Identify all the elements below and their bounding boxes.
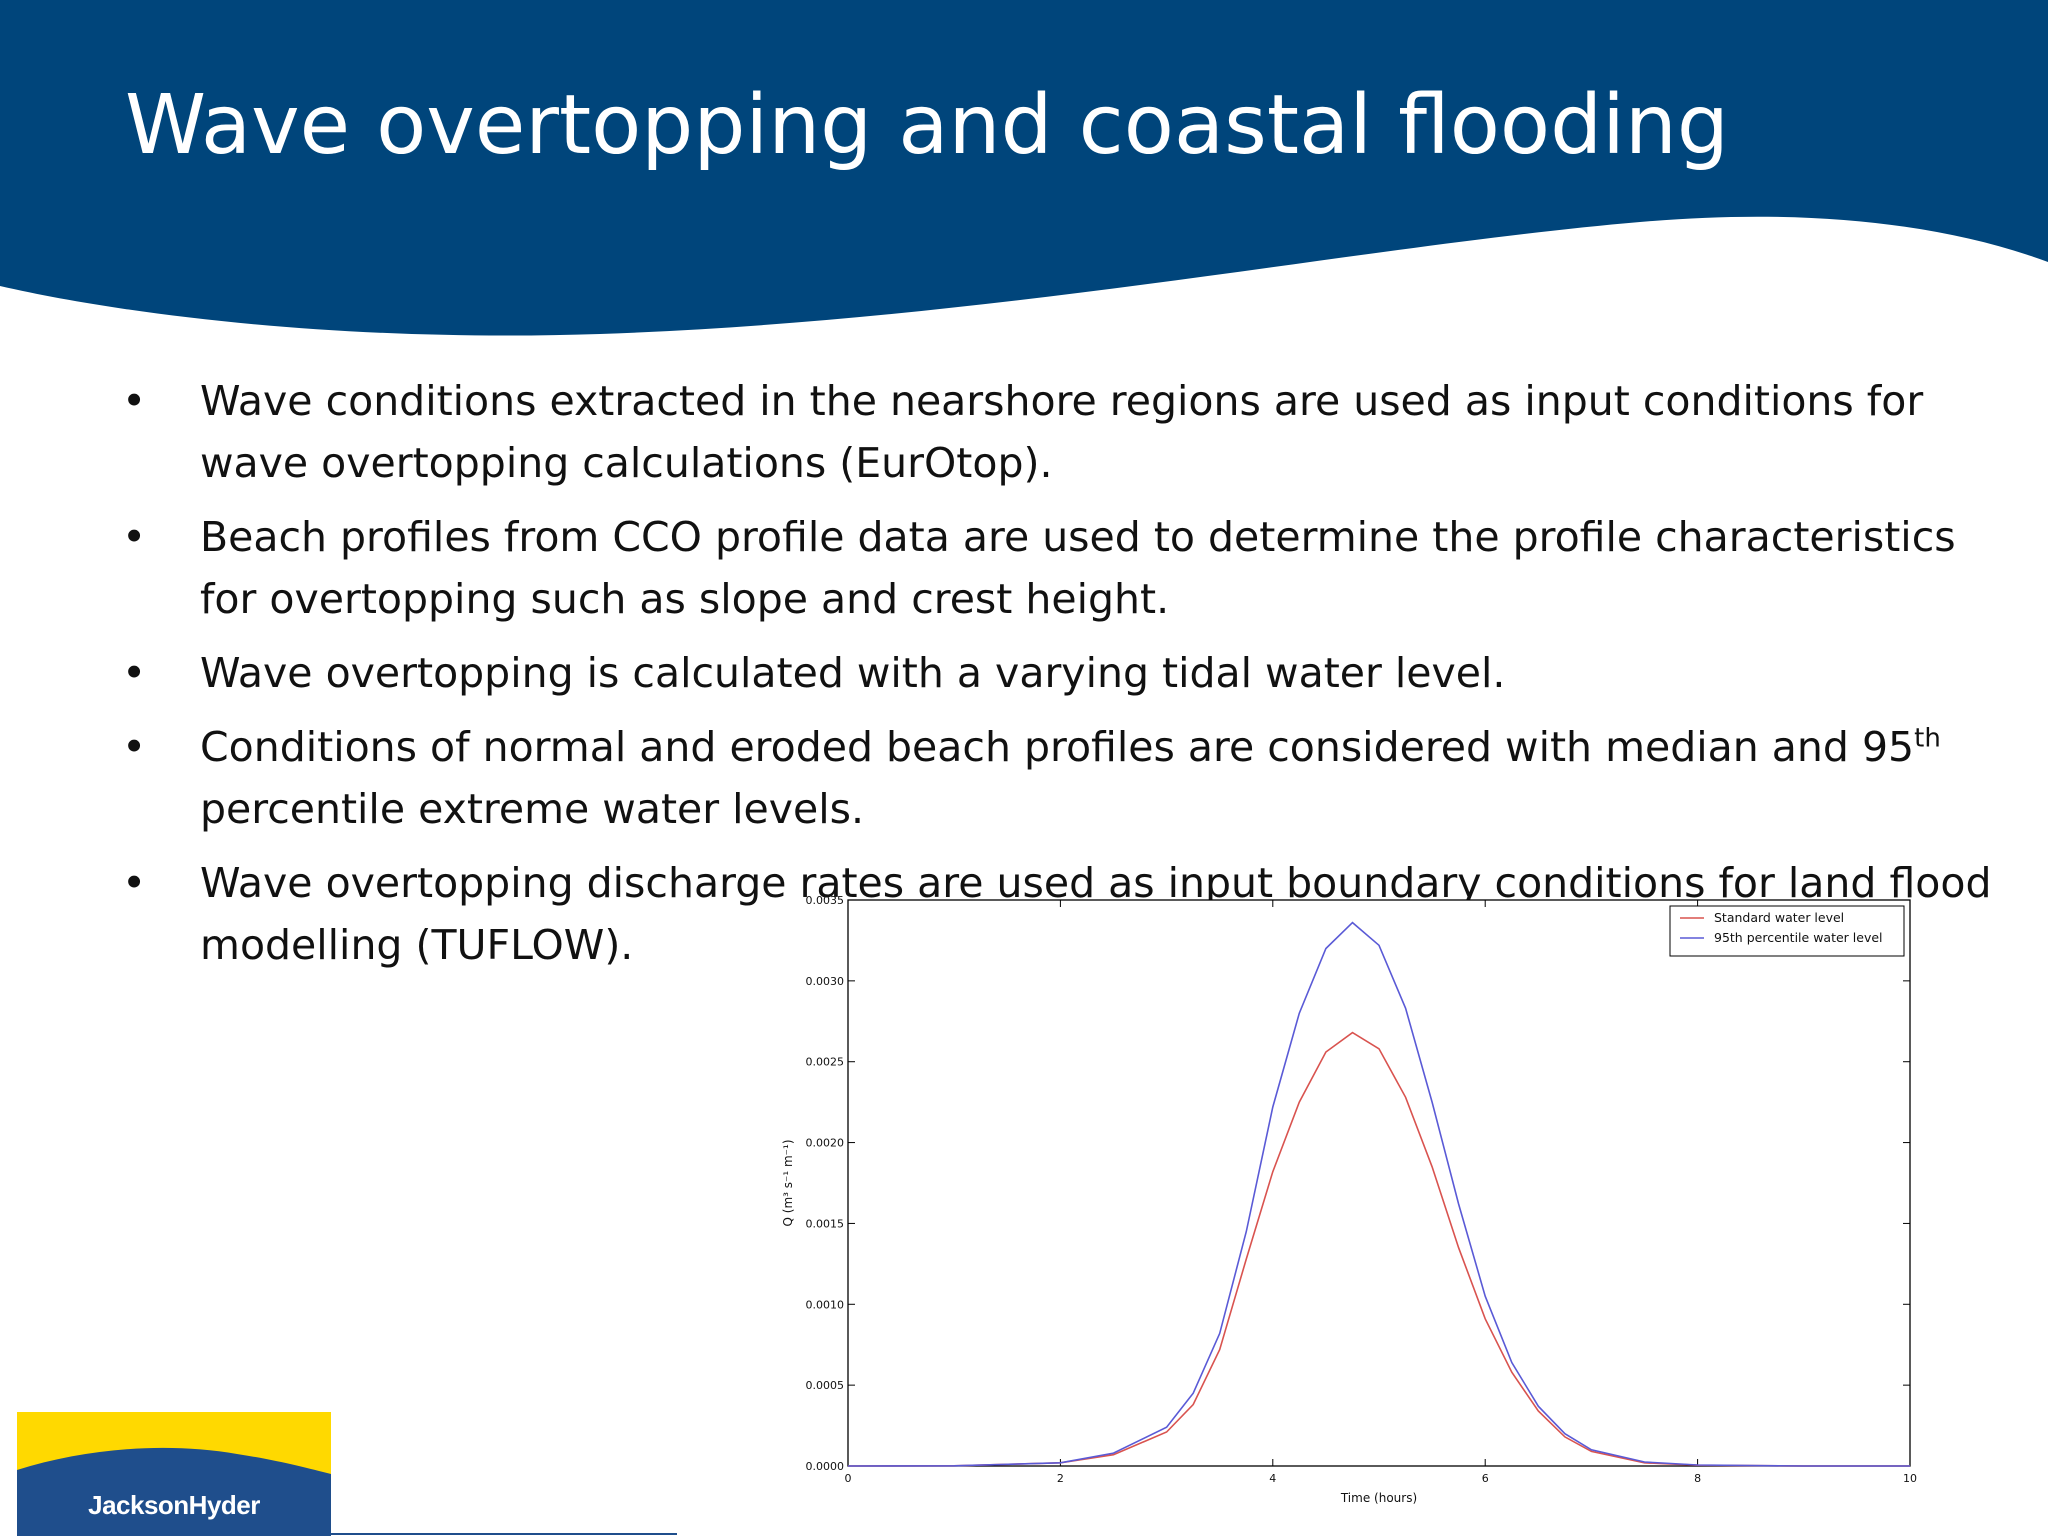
legend-entry: Standard water level: [1714, 910, 1844, 925]
slide-title: Wave overtopping and coastal flooding: [125, 78, 1729, 173]
bullet-dot: •: [122, 723, 147, 771]
series-line: [847, 1031, 1910, 1467]
footer-divider: [331, 1533, 677, 1535]
bullet-text: Wave overtopping is calculated with a va…: [200, 649, 1506, 697]
bullet-text: Wave overtopping discharge rates are use…: [200, 859, 1992, 969]
logo-graphic: [17, 1412, 331, 1536]
chart-area: 0.0000 0.0005 0.0010 0.0015 0.0020 0.0025 0.00…: [770, 880, 1930, 1520]
x-tick-label: 6: [1482, 1472, 1489, 1485]
series-line: [847, 921, 1910, 1467]
bullet-dot: •: [122, 377, 147, 425]
x-tick-label: 10: [1903, 1472, 1917, 1485]
legend-box: [1669, 905, 1905, 957]
overtopping-chart: 0.0000 0.0005 0.0010 0.0015 0.0020 0.0025 0.00…: [781, 894, 1917, 1505]
legend-entry: 95th percentile water level: [1714, 930, 1883, 945]
y-tick-label: 0.0015: [806, 1217, 845, 1230]
x-tick-label: 0: [845, 1472, 852, 1485]
header-wave-shape: [0, 0, 2048, 336]
bullet-text: Wave conditions extracted in the nearsho…: [200, 377, 1924, 487]
bullet-dot: •: [122, 513, 147, 561]
bullet-item: • Wave overtopping is calculated with a …: [120, 642, 2000, 704]
bullet-superscript: th: [1914, 723, 1941, 754]
y-tick-label: 0.0000: [806, 1460, 845, 1473]
bullet-item: • Wave overtopping discharge rates are u…: [120, 852, 2000, 976]
plot-frame: [847, 899, 1911, 1467]
x-tick-label: 8: [1694, 1472, 1701, 1485]
bullet-dot: •: [122, 859, 147, 907]
x-tick-label: 4: [1269, 1472, 1276, 1485]
bullet-item: • Conditions of normal and eroded beach …: [120, 716, 2000, 840]
bullet-text-before: Conditions of normal and eroded beach pr…: [200, 723, 1915, 771]
y-tick-label: 0.0025: [806, 1056, 845, 1069]
bullet-dot: •: [122, 649, 147, 697]
y-tick-label: 0.0020: [806, 1137, 845, 1150]
bullet-item: • Beach profiles from CCO profile data a…: [120, 506, 2000, 630]
y-tick-label: 0.0030: [806, 975, 845, 988]
y-tick-label: 0.0005: [806, 1379, 845, 1392]
x-axis-label: Time (hours): [1340, 1491, 1417, 1505]
logo-wordmark: JacksonHyder: [88, 1490, 260, 1520]
y-tick-label: 0.0035: [806, 894, 845, 907]
header-band: [0, 0, 2048, 336]
bullet-item: • Wave conditions extracted in the nears…: [120, 370, 2000, 494]
bullet-text-after: percentile extreme water levels.: [200, 785, 865, 833]
company-logo: JacksonHyder: [17, 1412, 331, 1536]
y-axis-label: Q (m³ s⁻¹ m⁻¹): [781, 1140, 795, 1227]
logo-blue-wave: [17, 1447, 331, 1536]
x-tick-label: 2: [1057, 1472, 1064, 1485]
bullet-text: Beach profiles from CCO profile data are…: [200, 513, 1956, 623]
y-tick-label: 0.0010: [806, 1298, 845, 1311]
bullet-list: • Wave conditions extracted in the nears…: [120, 370, 2000, 988]
